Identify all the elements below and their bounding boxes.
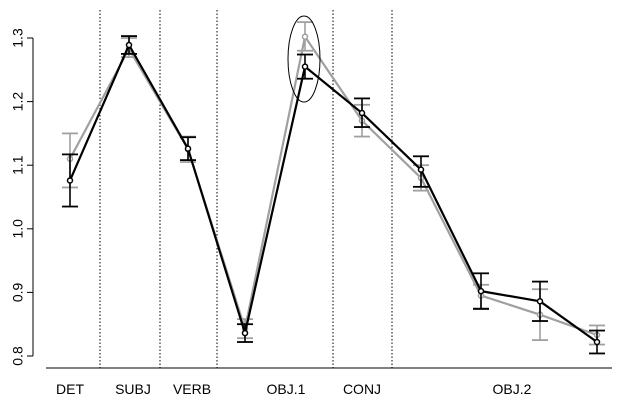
- x-category-label: OBJ.1: [267, 381, 306, 397]
- data-point: [536, 298, 544, 305]
- data-point: [301, 33, 309, 40]
- highlight-ellipse: [287, 15, 321, 103]
- data-point: [477, 287, 485, 295]
- data-point: [358, 109, 366, 117]
- x-category-label: VERB: [173, 381, 211, 397]
- y-tick-label: 0.9: [10, 282, 26, 302]
- category-separators: [99, 10, 393, 368]
- y-tick-label: 1.3: [10, 28, 26, 48]
- data-point: [301, 63, 309, 70]
- x-category-label: DET: [56, 381, 84, 397]
- x-category-label: OBJ.2: [493, 381, 532, 397]
- y-tick-label: 1.0: [10, 219, 26, 239]
- series-line: [68, 43, 598, 343]
- annotations: [287, 15, 321, 103]
- data-point: [184, 145, 192, 152]
- data-point: [66, 177, 74, 184]
- y-tick-label: 1.1: [10, 155, 26, 175]
- x-category-label: SUBJ: [115, 381, 151, 397]
- data-point: [417, 166, 425, 173]
- data-point: [125, 41, 133, 49]
- data-point: [241, 329, 249, 337]
- data-point: [593, 338, 601, 346]
- y-tick-label: 0.8: [10, 346, 26, 366]
- y-tick-label: 1.2: [10, 92, 26, 112]
- axes: 0.8 0.9 1.0 1.1 1.2 1.3 DET SUBJ VERB OBJ.1 CONJ OB…: [10, 28, 612, 397]
- x-category-label: CONJ: [343, 381, 381, 397]
- series-layer: [62, 21, 605, 355]
- series-1: [62, 35, 605, 355]
- series-line: [69, 35, 598, 337]
